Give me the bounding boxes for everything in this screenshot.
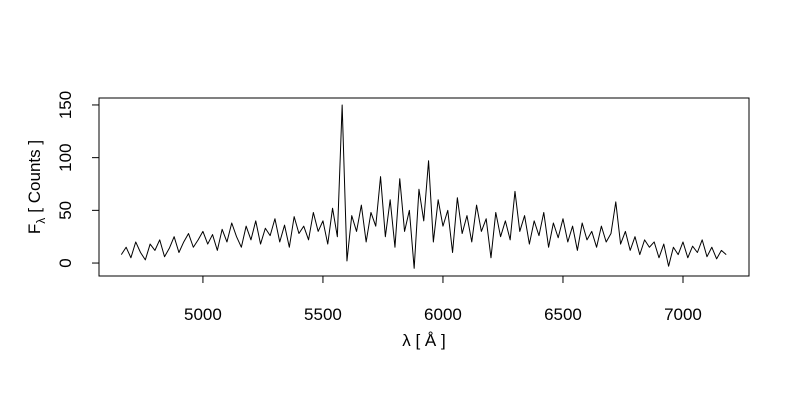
y-tick-label: 0 — [56, 258, 75, 267]
y-label-unit: [ Counts ] — [25, 140, 44, 213]
y-tick-label: 100 — [56, 143, 75, 171]
y-axis-label: Fλ [ Counts ] — [25, 140, 48, 234]
x-tick-label: 7000 — [664, 305, 702, 324]
spectrum-line — [120, 104, 727, 269]
y-label-main: F — [25, 224, 44, 234]
y-tick-label: 50 — [56, 201, 75, 220]
x-axis-label: λ [ Å ] — [402, 331, 445, 350]
y-label-subscript: λ — [34, 218, 48, 224]
plot-frame — [98, 97, 750, 277]
x-tick-label: 5500 — [304, 305, 342, 324]
x-tick-label: 5000 — [184, 305, 222, 324]
y-tick-label: 150 — [56, 91, 75, 119]
x-tick-label: 6000 — [424, 305, 462, 324]
x-tick-label: 6500 — [544, 305, 582, 324]
